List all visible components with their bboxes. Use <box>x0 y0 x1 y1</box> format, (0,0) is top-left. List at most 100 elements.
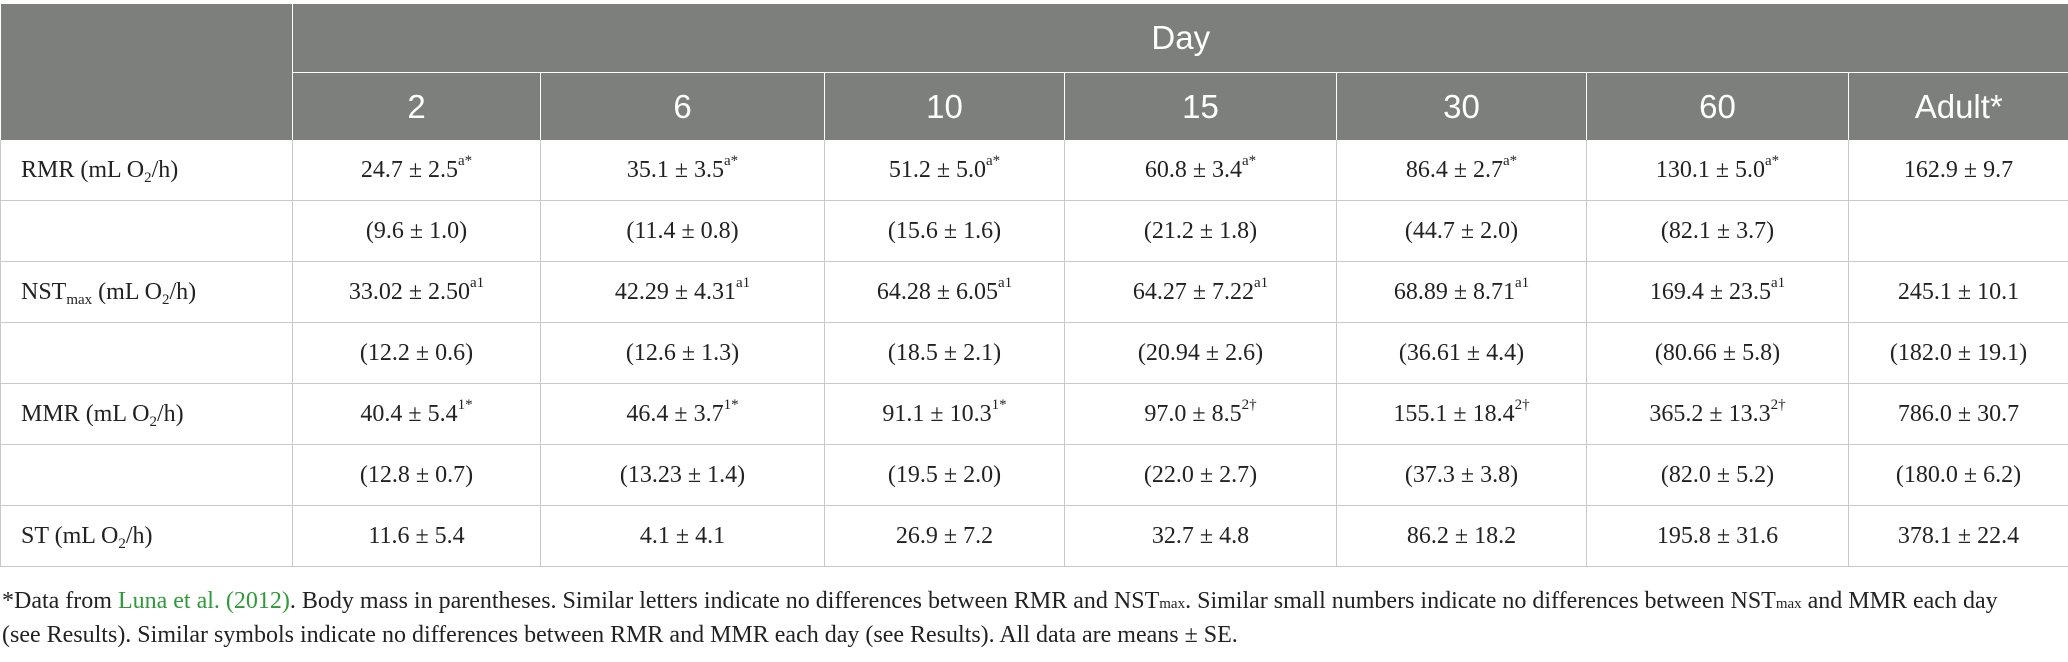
row-label-text: /h) <box>156 400 184 427</box>
column-header: 2 <box>292 72 541 140</box>
cell-superscript: a* <box>986 152 1001 169</box>
table-cell: 365.2 ± 13.32† <box>1586 383 1849 445</box>
footnote-text: . Similar small numbers indicate no diff… <box>1185 588 1776 614</box>
table-cell: 86.2 ± 18.2 <box>1336 505 1587 567</box>
cell-value: (19.5 ± 2.0) <box>887 461 1002 488</box>
cell-value: 86.4 ± 2.7 <box>1405 156 1503 183</box>
row-label: ST (mL O2/h) <box>0 505 293 567</box>
cell-value: 378.1 ± 22.4 <box>1897 522 2020 549</box>
table-cell: 60.8 ± 3.4a* <box>1064 140 1337 201</box>
row-label-text: /h) <box>169 278 197 305</box>
column-header: 15 <box>1064 72 1337 140</box>
column-header: 10 <box>824 72 1065 140</box>
cell-value: 195.8 ± 31.6 <box>1656 522 1779 549</box>
cell-value: (12.8 ± 0.7) <box>359 461 474 488</box>
table-cell: 68.89 ± 8.71a1 <box>1336 261 1587 323</box>
cell-value: (13.23 ± 1.4) <box>619 461 746 488</box>
table-cell: 91.1 ± 10.31* <box>824 383 1065 445</box>
cell-value: (15.6 ± 1.6) <box>887 217 1002 244</box>
citation-link[interactable]: Luna et al. (2012) <box>117 588 290 614</box>
table-footnote: *Data from Luna et al. (2012). Body mass… <box>2 584 2042 652</box>
row-label-text: ST (mL O <box>21 522 119 549</box>
footnote-lead: *Data from <box>2 588 118 614</box>
footnote-text: and MMR each day (see Results). Similar … <box>2 588 1998 648</box>
row-label-text: (mL O <box>92 278 162 305</box>
table-cell: (182.0 ± 19.1) <box>1847 322 2068 384</box>
cell-superscript: 1* <box>991 396 1007 413</box>
row-label-subscript: 2 <box>149 413 157 430</box>
cell-value: (20.94 ± 2.6) <box>1137 339 1264 366</box>
table-cell: 64.27 ± 7.22a1 <box>1064 261 1337 323</box>
table-row: (12.8 ± 0.7) (13.23 ± 1.4) (19.5 ± 2.0) (22… <box>0 444 2068 506</box>
row-label-text: RMR (mL O <box>21 156 145 183</box>
row-label-subscript: 2 <box>161 291 170 308</box>
table-cell: 46.4 ± 3.71* <box>540 383 825 445</box>
cell-superscript: a* <box>1765 152 1780 169</box>
table-cell: 64.28 ± 6.05a1 <box>824 261 1065 323</box>
cell-superscript: a1 <box>1771 274 1786 291</box>
day-group-header: Day <box>291 4 2068 73</box>
table-cell: 155.1 ± 18.42† <box>1336 383 1587 445</box>
row-label-subscript: max <box>66 291 93 308</box>
row-label <box>0 322 293 384</box>
table-cell: 33.02 ± 2.50a1 <box>292 261 541 323</box>
cell-value: 91.1 ± 10.3 <box>882 400 992 427</box>
row-label: NSTmax (mL O2/h) <box>0 261 293 323</box>
table-cell: (9.6 ± 1.0) <box>292 200 541 262</box>
row-label-subscript: 2 <box>144 169 152 186</box>
cell-value: (80.66 ± 5.8) <box>1654 339 1781 366</box>
cell-value: (182.0 ± 19.1) <box>1889 339 2028 366</box>
cell-value: (82.1 ± 3.7) <box>1660 217 1775 244</box>
cell-value: 245.1 ± 10.1 <box>1897 278 2020 305</box>
cell-value: 40.4 ± 5.4 <box>360 400 458 427</box>
cell-superscript: 2† <box>1241 396 1257 413</box>
table-cell: 32.7 ± 4.8 <box>1064 505 1337 567</box>
cell-value: (44.7 ± 2.0) <box>1404 217 1519 244</box>
cell-value: 51.2 ± 5.0 <box>888 156 986 183</box>
table-cell: (20.94 ± 2.6) <box>1064 322 1337 384</box>
row-label-subscript: 2 <box>118 535 126 552</box>
table-cell: (44.7 ± 2.0) <box>1336 200 1587 262</box>
table-cell: 786.0 ± 30.7 <box>1847 383 2068 445</box>
cell-superscript: 1* <box>457 396 473 413</box>
cell-value: 11.6 ± 5.4 <box>368 522 465 549</box>
cell-superscript: a* <box>1503 152 1518 169</box>
table-cell: (12.6 ± 1.3) <box>540 322 825 384</box>
row-label-text: NST <box>21 278 67 305</box>
cell-value: 64.28 ± 6.05 <box>876 278 998 305</box>
data-table: Day 2 6 10 15 30 60 Adult* RMR (mL O2/h)… <box>0 4 2068 567</box>
table-cell: (19.5 ± 2.0) <box>824 444 1065 506</box>
table-body: RMR (mL O2/h) 24.7 ± 2.5a* 35.1 ± 3.5a* 51.… <box>0 140 2068 567</box>
table-cell <box>1847 200 2068 262</box>
table-row: (9.6 ± 1.0) (11.4 ± 0.8) (15.6 ± 1.6) (21.2… <box>0 200 2068 262</box>
cell-superscript: 2† <box>1770 396 1786 413</box>
table-cell: (11.4 ± 0.8) <box>540 200 825 262</box>
table-cell: 42.29 ± 4.31a1 <box>540 261 825 323</box>
table-cell: 130.1 ± 5.0a* <box>1586 140 1849 201</box>
cell-value: 162.9 ± 9.7 <box>1903 156 2014 183</box>
table-cell: (13.23 ± 1.4) <box>540 444 825 506</box>
cell-superscript: a* <box>1242 152 1257 169</box>
cell-value: 35.1 ± 3.5 <box>626 156 724 183</box>
row-label-text: MMR (mL O <box>21 400 150 427</box>
table-cell: 195.8 ± 31.6 <box>1586 505 1849 567</box>
table-cell: 97.0 ± 8.52† <box>1064 383 1337 445</box>
table-cell: 35.1 ± 3.5a* <box>540 140 825 201</box>
cell-value: 169.4 ± 23.5 <box>1649 278 1771 305</box>
table-cell: 245.1 ± 10.1 <box>1847 261 2068 323</box>
table-cell: (82.1 ± 3.7) <box>1586 200 1849 262</box>
cell-value: 4.1 ± 4.1 <box>639 522 726 549</box>
table-cell: (180.0 ± 6.2) <box>1847 444 2068 506</box>
cell-superscript: a* <box>458 152 473 169</box>
row-label: RMR (mL O2/h) <box>0 140 293 201</box>
cell-value: (12.2 ± 0.6) <box>359 339 474 366</box>
row-label <box>0 444 293 506</box>
table-row: NSTmax (mL O2/h) 33.02 ± 2.50a1 42.29 ± 4.… <box>0 261 2068 323</box>
cell-value: 130.1 ± 5.0 <box>1655 156 1765 183</box>
footnote-text: . Body mass in parentheses. Similar lett… <box>289 588 1160 614</box>
column-header: 30 <box>1336 72 1587 140</box>
cell-value: 365.2 ± 13.3 <box>1649 400 1771 427</box>
cell-value: 86.2 ± 18.2 <box>1406 522 1517 549</box>
table-cell: (36.61 ± 4.4) <box>1336 322 1587 384</box>
cell-value: (22.0 ± 2.7) <box>1143 461 1258 488</box>
